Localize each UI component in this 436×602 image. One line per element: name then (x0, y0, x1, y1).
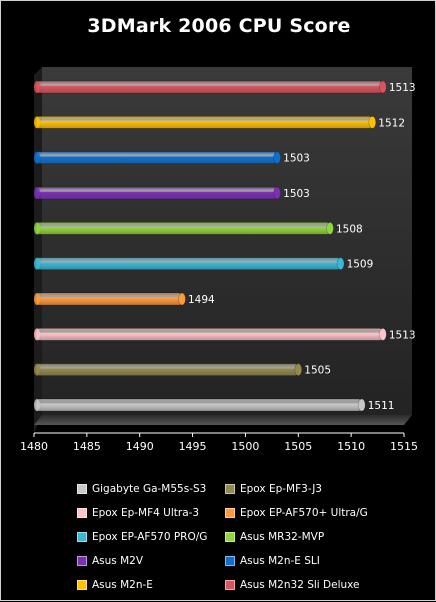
bar-start-cap (34, 293, 40, 305)
legend-label: Epox EP-AF570+ Ultra/G (240, 506, 368, 519)
bar-end-cap (273, 151, 281, 164)
bar (35, 363, 299, 376)
value-label: 1494 (188, 294, 215, 306)
bar-group: 1512 (34, 116, 405, 129)
bar-end-cap (336, 257, 345, 270)
legend-swatch (77, 507, 87, 518)
value-label: 1512 (378, 117, 405, 129)
legend-label: Asus M2n32 Sli Deluxe (240, 578, 360, 591)
legend: Gigabyte Ga-M55s-S3 Epox Ep-MF3-J3 Epox Ep… (77, 479, 397, 594)
legend-item: Gigabyte Ga-M55s-S3 (77, 479, 225, 498)
legend-swatch (77, 579, 87, 590)
x-tick-label: 1485 (73, 440, 101, 453)
bar-end-cap (273, 186, 281, 200)
legend-swatch (77, 483, 87, 494)
bar-start-cap (34, 116, 40, 129)
bar-group: 1513 (34, 328, 416, 341)
bar (35, 398, 363, 412)
bar (35, 80, 384, 94)
bar-end-cap (368, 116, 377, 129)
bar-end-cap (357, 398, 366, 412)
value-label: 1513 (389, 82, 416, 94)
legend-label: Asus M2n-E (92, 578, 153, 591)
bar-group: 1494 (34, 292, 215, 306)
bar-group: 1505 (34, 363, 331, 377)
x-tick-label: 1495 (179, 440, 207, 453)
bar-group: 1503 (34, 186, 310, 200)
bar-group: 1513 (34, 80, 416, 94)
legend-item: Asus M2n32 Sli Deluxe (225, 575, 395, 594)
x-tick-label: 1490 (126, 440, 154, 453)
legend-label: Epox Ep-MF4 Ultra-3 (92, 506, 200, 519)
value-label: 1505 (304, 365, 331, 377)
value-label: 1509 (347, 259, 374, 271)
bar (35, 257, 341, 270)
legend-swatch (225, 555, 235, 566)
bars: 1513 1512 1503 1503 1508 1509 1494 1513 1505 1511 (34, 80, 416, 412)
legend-swatch (225, 483, 235, 494)
bar-group: 1511 (34, 398, 395, 412)
legend-label: Epox EP-AF570 PRO/G (92, 530, 208, 543)
legend-item: Asus M2n-E (77, 575, 225, 594)
bar-start-cap (34, 187, 40, 199)
bar-end-cap (326, 222, 334, 235)
value-label: 1513 (389, 329, 416, 341)
chart-title: 3DMark 2006 CPU Score (87, 15, 351, 37)
bar-start-cap (34, 328, 40, 341)
legend-swatch (225, 531, 235, 542)
x-tick-label: 1510 (337, 440, 365, 453)
bar-start-cap (34, 363, 40, 376)
legend-label: Epox Ep-MF3-J3 (240, 482, 322, 495)
bar-end-cap (379, 80, 387, 94)
legend-item: Asus M2V (77, 551, 225, 570)
x-tick-label: 1515 (390, 440, 418, 453)
legend-item: Asus M2n-E SLI (225, 551, 395, 570)
bar (35, 186, 278, 200)
legend-label: Asus MR32-MVP (240, 530, 325, 543)
value-label: 1511 (368, 400, 395, 412)
bar (35, 151, 278, 164)
bar-start-cap (34, 222, 40, 235)
x-axis: 1480 1485 1490 1495 1500 1505 1510 1515 (20, 432, 418, 453)
legend-item: Epox Ep-MF4 Ultra-3 (77, 503, 225, 522)
bar (35, 222, 331, 235)
bar-group: 1509 (34, 257, 374, 271)
bar-group: 1508 (34, 222, 363, 235)
legend-item: Asus MR32-MVP (225, 527, 395, 546)
bar-end-cap (294, 363, 303, 376)
legend-item: Epox EP-AF570+ Ultra/G (225, 503, 395, 522)
bar-start-cap (34, 151, 40, 164)
legend-item: Epox Ep-MF3-J3 (225, 479, 395, 498)
x-tick-label: 1505 (284, 440, 312, 453)
legend-label: Gigabyte Ga-M55s-S3 (92, 482, 207, 495)
legend-swatch (77, 555, 87, 566)
value-label: 1503 (283, 188, 310, 200)
legend-label: Asus M2n-E SLI (240, 554, 320, 567)
bar (35, 328, 384, 341)
bar (35, 116, 373, 129)
value-label: 1508 (336, 223, 363, 235)
bar-start-cap (34, 81, 40, 93)
legend-item: Epox EP-AF570 PRO/G (77, 527, 225, 546)
x-tick-label: 1480 (20, 440, 48, 453)
bar-start-cap (34, 257, 40, 270)
bar-end-cap (379, 328, 387, 341)
bar (35, 292, 183, 306)
bar-group: 1503 (34, 151, 310, 165)
legend-swatch (225, 507, 235, 518)
legend-swatch (225, 579, 235, 590)
value-label: 1503 (283, 153, 310, 165)
legend-swatch (77, 531, 87, 542)
x-tick-label: 1500 (231, 440, 259, 453)
floor (34, 415, 412, 425)
bar-start-cap (34, 399, 40, 411)
bar-end-cap (178, 292, 186, 306)
legend-label: Asus M2V (92, 554, 144, 567)
